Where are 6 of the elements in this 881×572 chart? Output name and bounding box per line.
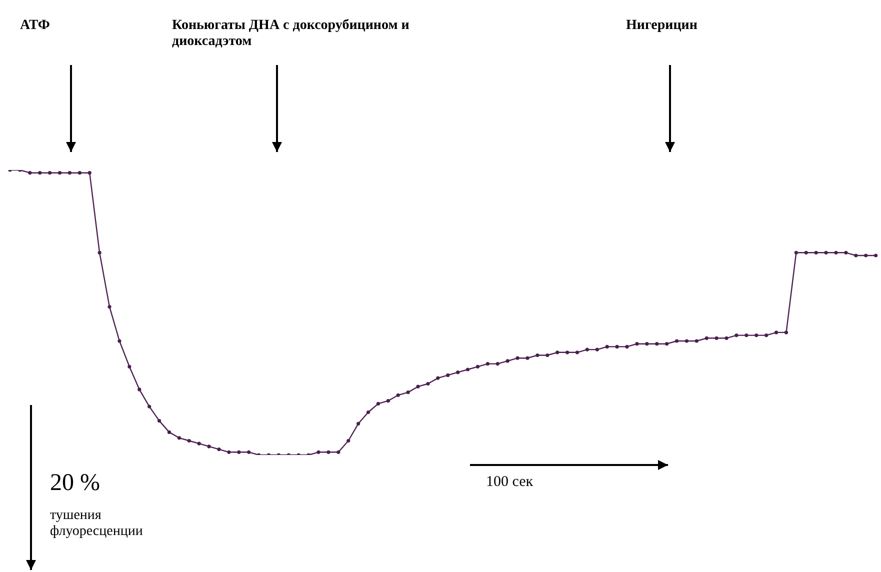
text: Коньюгаты ДНА с доксорубицином и диоксадэтом: [172, 18, 410, 50]
text: 100 сек: [486, 474, 534, 491]
text: АТФ: [20, 18, 50, 34]
text: тушения флуоресценции: [50, 508, 144, 540]
text: 20 %: [50, 470, 100, 497]
text: Нигерицин: [626, 18, 698, 34]
